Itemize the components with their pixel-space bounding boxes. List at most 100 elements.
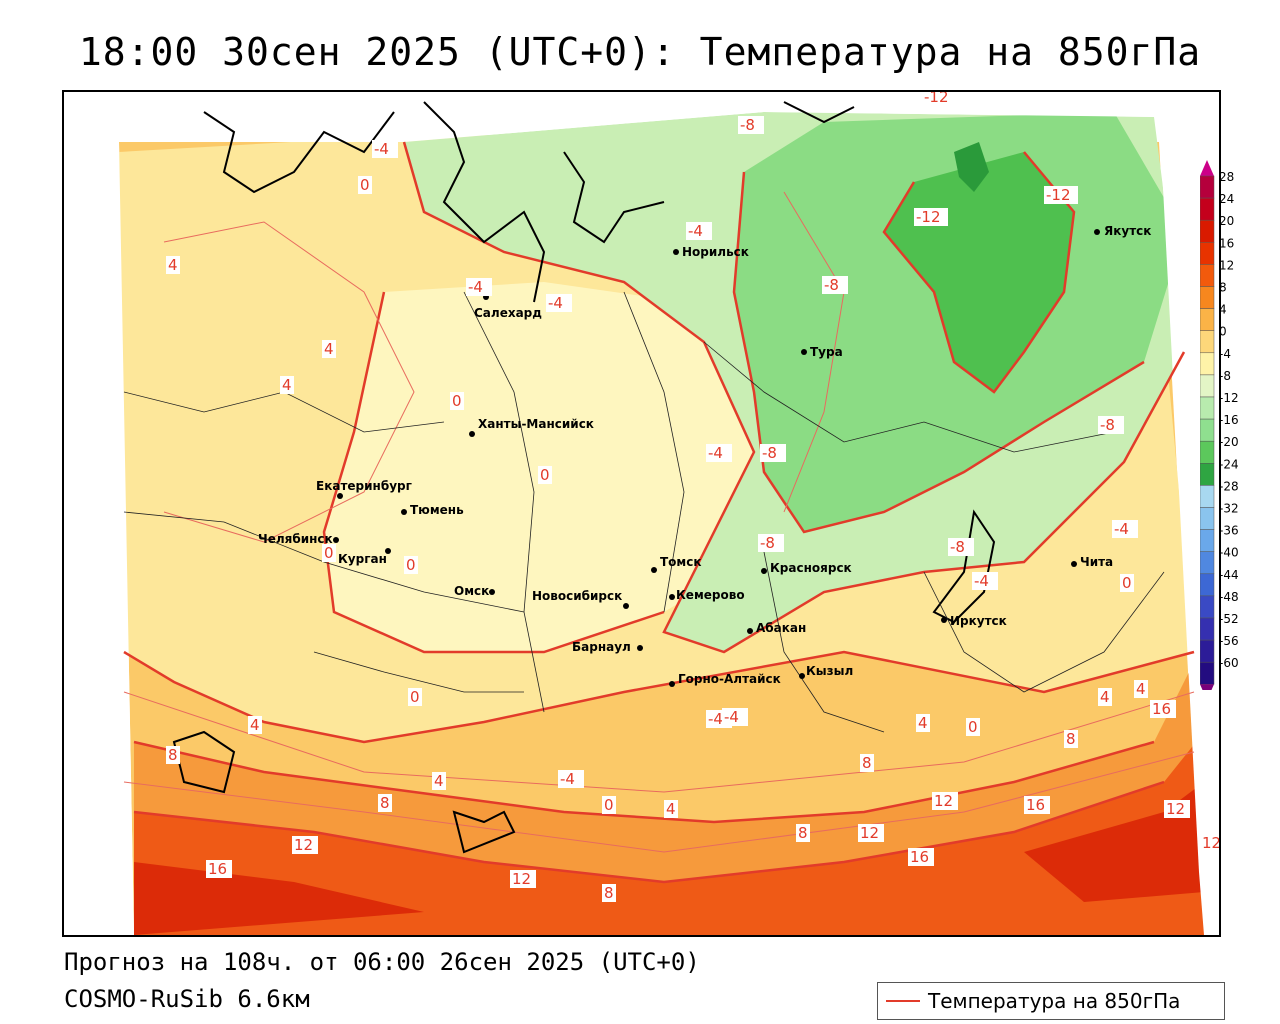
city-label: Омск [454,584,489,598]
colorbar-swatch [1199,418,1215,442]
colorbar-swatch [1199,595,1215,619]
colorbar-swatch [1199,507,1215,530]
isotherm-label: -4 [468,278,483,296]
city-label: Барнаул [572,640,631,654]
colorbar-swatch [1199,352,1215,376]
colorbar-swatch [1199,485,1215,508]
isotherm-label: 0 [540,466,550,484]
city-label: Тюмень [410,503,464,517]
zone-12-16 [134,732,1204,935]
isotherm-label: 4 [250,716,260,734]
colorbar-swatch [1199,463,1215,486]
colorbar-level-label: -32 [1219,502,1239,516]
colorbar-level-label: 24 [1219,192,1234,206]
isotherm-label: 16 [1152,700,1171,718]
temperature-colorbar: 28 24 20 16 12 8 4 0 -4 -8 -12 -16 -20 -24 -28 -32 -36 -4… [1199,160,1275,701]
colorbar-swatch [1199,219,1215,243]
colorbar-swatch [1199,374,1215,398]
isotherm-label: -4 [724,708,739,726]
isotherm-label: 8 [604,884,614,902]
isotherm-label: 4 [666,800,676,818]
colorbar-level-label: -52 [1219,612,1239,626]
zone-16-20 [134,782,1204,935]
city-label: Чита [1080,555,1113,569]
isotherm-label: 4 [324,340,334,358]
colorbar-level-label: 4 [1219,303,1227,317]
isotherm-label: 16 [208,860,227,878]
colorbar-level-label: 0 [1219,325,1227,339]
colorbar-swatch [1199,551,1215,575]
isotherm-label: 0 [968,718,978,736]
isotherm-label: 4 [1136,680,1146,698]
city-label: Иркутск [950,614,1007,628]
temperature-map[interactable]: Норильск Салехард Тура Якутск Ханты-Манс… [62,90,1221,937]
colorbar-swatch [1199,440,1215,464]
colorbar-level-label: -28 [1219,479,1239,493]
city-label: Горно-Алтайск [678,672,781,686]
city-label: Якутск [1104,224,1151,238]
legend-label: Температура на 850гПа [928,989,1181,1013]
colorbar-level-label: -44 [1219,568,1239,582]
colorbar-bottom-arrow [1200,684,1214,701]
model-name: COSMO-RuSib 6.6км [64,985,310,1013]
isotherm-label: 8 [168,746,178,764]
colorbar-swatch [1199,197,1215,221]
isotherm-label: -4 [374,140,389,158]
colorbar-level-label: 16 [1219,236,1234,250]
isotherm-label: -8 [760,534,775,552]
colorbar-level-label: -12 [1219,391,1239,405]
city-label: Кемерово [676,588,745,602]
city-label: Абакан [756,621,806,635]
isotherm-label: -4 [548,294,563,312]
isotherm-label: -4 [688,222,703,240]
isotherm-lines [123,141,1195,884]
isotherm-label: 12 [934,792,953,810]
colorbar-swatch [1199,617,1215,641]
colorbar-swatch [1199,396,1215,420]
isotherm-label: 16 [1026,796,1045,814]
forecast-info: Прогноз на 108ч. от 06:00 26сен 2025 (UT… [64,948,700,976]
isotherm-label: -8 [1100,416,1115,434]
isotherm-label: 12 [512,870,531,888]
colorbar-level-label: -36 [1219,524,1239,538]
colorbar-level-label: 8 [1219,281,1227,295]
colorbar-swatch [1199,529,1215,552]
isotherm-label: -4 [1114,520,1129,538]
zone-minus20-minus16 [954,142,989,192]
colorbar-level-label: 20 [1219,214,1234,228]
city-label: Екатеринбург [316,479,412,493]
isotherm-label: -4 [708,710,723,728]
isotherm-label: 12 [1202,834,1219,852]
colorbar-level-label: -48 [1219,590,1239,604]
colorbar-level-label: -16 [1219,413,1239,427]
city-label: Кызыл [806,664,853,678]
colorbar-swatch [1199,242,1215,265]
city-label: Курган [338,552,387,566]
city-label: Ханты-Мансийск [478,417,594,431]
city-label: Красноярск [770,561,852,575]
city-label: Новосибирск [532,589,622,603]
isotherm-label: 8 [862,754,872,772]
colorbar-swatch [1199,286,1215,309]
colorbar-level-label: -24 [1219,457,1239,471]
colorbar-level-label: 28 [1219,170,1234,184]
isotherm-label: -12 [1046,186,1071,204]
map-title: 18:00 30сен 2025 (UTC+0): Температура на… [78,30,1202,74]
city-markers: Норильск Салехард Тура Якутск Ханты-Манс… [258,224,1151,687]
colorbar-swatch [1199,573,1215,597]
colorbar-level-label: -8 [1219,369,1231,383]
isotherm-label: 4 [434,772,444,790]
city-label: Челябинск [258,532,333,546]
isotherm-label: 0 [406,556,416,574]
colorbar-level-label: -56 [1219,634,1239,648]
colorbar-swatch [1199,264,1215,287]
city-label: Тура [810,345,843,359]
isotherm-label: -12 [924,92,949,106]
colorbar-swatch [1199,330,1215,354]
isotherm-label: 4 [168,256,178,274]
colorbar-swatch [1199,175,1215,199]
isotherm-label: 0 [604,796,614,814]
colorbar-top-arrow [1200,160,1214,176]
colorbar-level-label: -60 [1219,656,1239,670]
isotherm-label: -8 [824,276,839,294]
